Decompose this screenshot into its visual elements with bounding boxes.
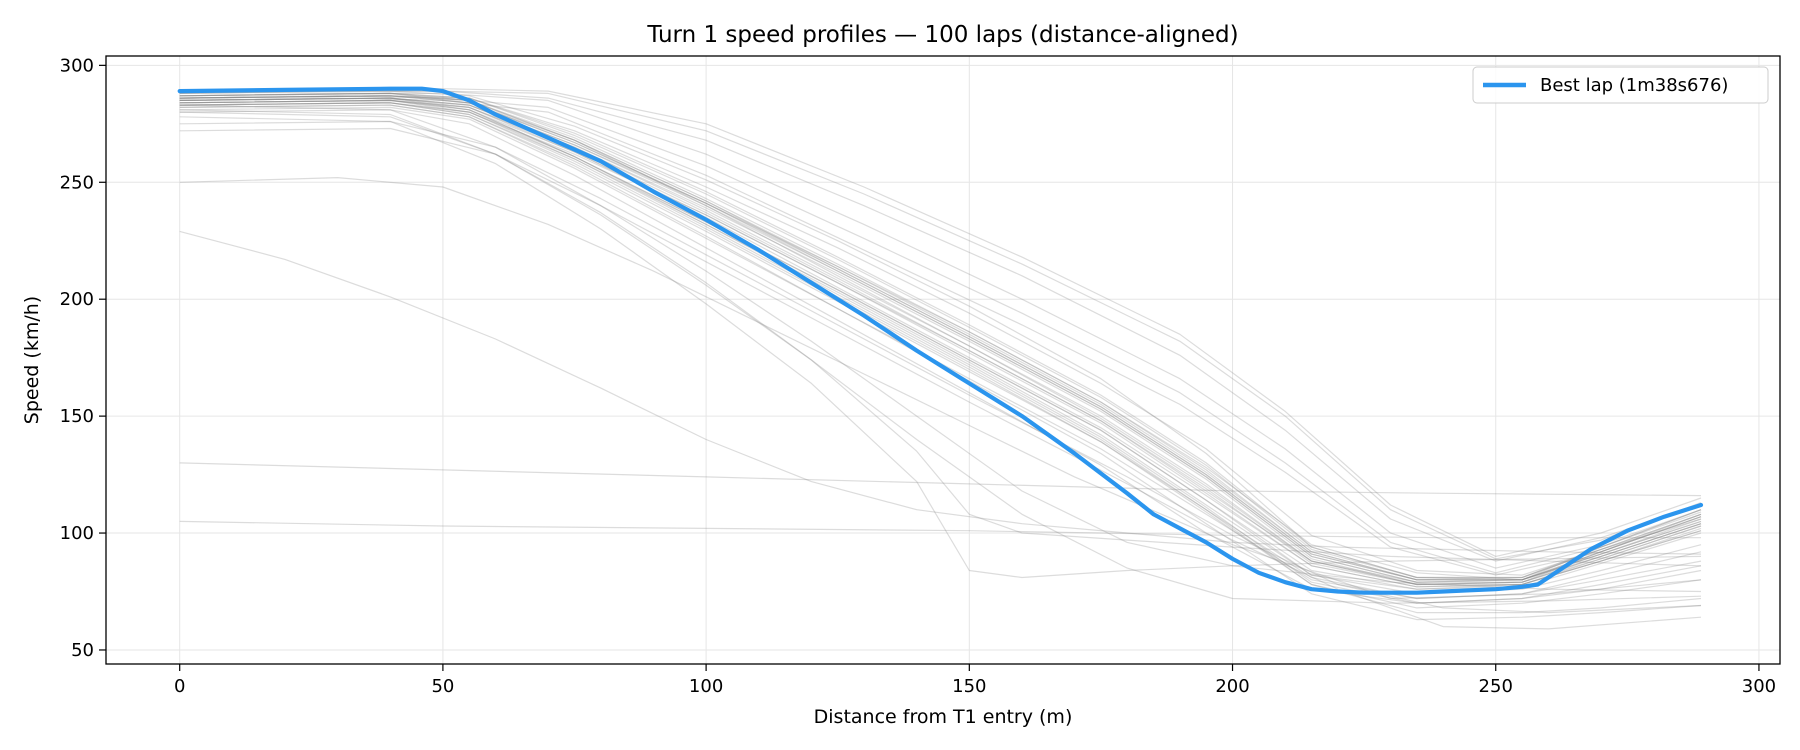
lap-line bbox=[179, 92, 1702, 581]
y-tick-label: 250 bbox=[60, 172, 94, 193]
lap-line bbox=[179, 99, 1702, 586]
plot-frame bbox=[105, 55, 1781, 665]
lap-line bbox=[179, 120, 1702, 614]
lap-line bbox=[179, 95, 1702, 581]
y-tick-label: 100 bbox=[60, 523, 94, 544]
x-tick-label: 200 bbox=[1215, 676, 1249, 697]
y-tick-label: 150 bbox=[60, 406, 94, 427]
chart-title: Turn 1 speed profiles — 100 laps (distan… bbox=[646, 22, 1238, 48]
y-tick-label: 200 bbox=[60, 289, 94, 310]
lap-line bbox=[179, 90, 1702, 560]
lap-line bbox=[179, 92, 1702, 579]
lap-line bbox=[179, 88, 1702, 557]
lap-line bbox=[179, 102, 1702, 595]
y-tick-label: 300 bbox=[60, 55, 94, 76]
lap-line bbox=[179, 97, 1702, 586]
lap-line bbox=[179, 104, 1702, 593]
y-tick-label: 50 bbox=[71, 640, 94, 661]
lap-line bbox=[179, 127, 1702, 630]
lap-line bbox=[179, 104, 1702, 621]
lap-line bbox=[179, 177, 1702, 600]
lap-line bbox=[179, 102, 1702, 588]
lap-line bbox=[179, 104, 1702, 600]
x-axis-ticks: 0 50 100 150 200 250 300 bbox=[174, 664, 1776, 697]
lap-line bbox=[179, 109, 1702, 604]
x-tick-label: 250 bbox=[1479, 676, 1513, 697]
lap-line bbox=[179, 99, 1702, 614]
lap-line bbox=[179, 95, 1702, 583]
lap-line bbox=[179, 97, 1702, 604]
x-tick-label: 50 bbox=[431, 676, 454, 697]
lap-line bbox=[179, 90, 1702, 581]
lap-line bbox=[179, 109, 1702, 604]
lap-line bbox=[179, 102, 1702, 609]
lap-line bbox=[179, 97, 1702, 583]
lap-line bbox=[179, 106, 1702, 600]
x-tick-label: 150 bbox=[952, 676, 986, 697]
best-lap-line bbox=[177, 86, 1704, 595]
legend: Best lap (1m38s676) bbox=[1472, 66, 1769, 104]
best-lap-line-group bbox=[177, 86, 1704, 595]
lap-line bbox=[179, 95, 1702, 574]
lap-line bbox=[179, 92, 1702, 569]
y-axis-label: Speed (km/h) bbox=[21, 296, 43, 424]
lap-line bbox=[179, 111, 1702, 567]
lap-line bbox=[179, 97, 1702, 576]
lap-line bbox=[179, 102, 1702, 590]
lap-line bbox=[179, 97, 1702, 588]
x-tick-label: 0 bbox=[174, 676, 185, 697]
legend-entry-best-lap: Best lap (1m38s676) bbox=[1540, 75, 1728, 96]
x-axis-label: Distance from T1 entry (m) bbox=[814, 706, 1073, 728]
lap-lines bbox=[179, 88, 1702, 630]
lap-line bbox=[179, 92, 1702, 586]
lap-line bbox=[179, 230, 1702, 555]
lap-line bbox=[179, 116, 1702, 579]
lap-line bbox=[179, 95, 1702, 581]
lap-line bbox=[179, 99, 1702, 583]
lap-line bbox=[179, 520, 1701, 539]
y-axis-ticks: 50 100 150 200 250 300 bbox=[60, 55, 106, 661]
legend-box bbox=[1472, 66, 1769, 104]
lap-line bbox=[179, 95, 1702, 576]
x-tick-label: 300 bbox=[1742, 676, 1776, 697]
grid bbox=[106, 56, 1780, 664]
lap-line bbox=[179, 97, 1702, 581]
x-tick-label: 100 bbox=[689, 676, 723, 697]
lap-line bbox=[179, 92, 1702, 579]
lap-line bbox=[179, 462, 1702, 497]
lap-line bbox=[179, 99, 1702, 586]
